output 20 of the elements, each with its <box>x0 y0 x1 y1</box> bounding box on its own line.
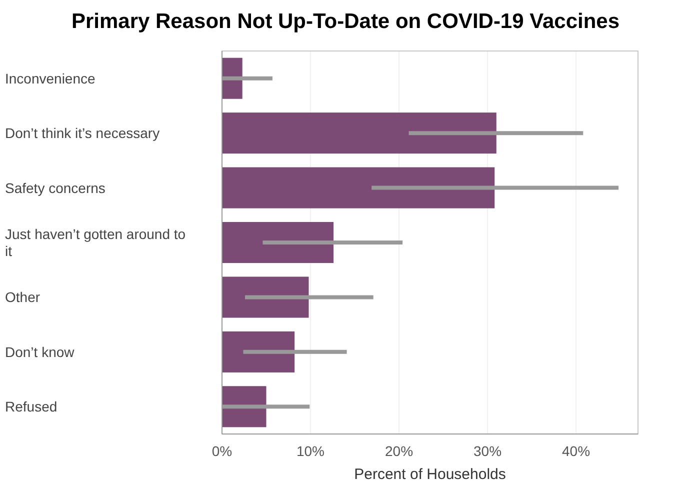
y-tick-label: Refused <box>5 398 58 415</box>
y-tick-label: Just haven’t gotten around to it <box>5 226 186 259</box>
bar <box>222 167 495 208</box>
bar <box>222 331 295 372</box>
bar <box>222 386 266 428</box>
bar <box>222 222 334 264</box>
bar <box>222 112 496 154</box>
x-axis-title: Percent of Households <box>354 466 506 483</box>
y-tick-label: Other <box>5 289 40 306</box>
y-tick-label: Don’t think it’s necessary <box>5 125 160 142</box>
x-tick-label: 40% <box>562 443 590 459</box>
y-tick-label: Don’t know <box>5 344 76 360</box>
x-tick-label: 10% <box>296 443 325 459</box>
chart-title: Primary Reason Not Up-To-Date on COVID-19 Vaccines <box>71 10 620 33</box>
y-tick-label: Safety concerns <box>5 180 106 196</box>
bar <box>222 276 309 318</box>
x-tick-label: 30% <box>474 443 502 459</box>
y-tick-label: Inconvenience <box>5 70 96 86</box>
x-tick-label: 0% <box>212 443 232 459</box>
x-tick-label: 20% <box>385 443 414 459</box>
